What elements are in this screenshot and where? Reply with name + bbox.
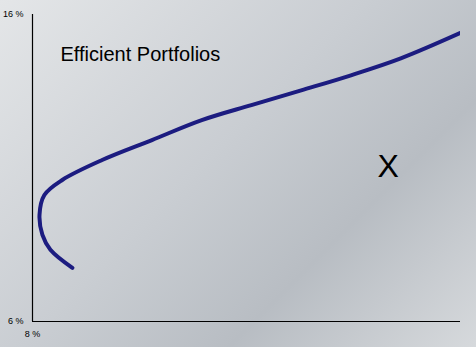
svg-text:X: X <box>378 148 399 184</box>
svg-text:8 %: 8 % <box>25 329 41 339</box>
svg-text:Efficient Portfolios: Efficient Portfolios <box>61 43 221 65</box>
svg-text:6 %: 6 % <box>8 316 24 326</box>
svg-text:16 %: 16 % <box>3 9 24 19</box>
